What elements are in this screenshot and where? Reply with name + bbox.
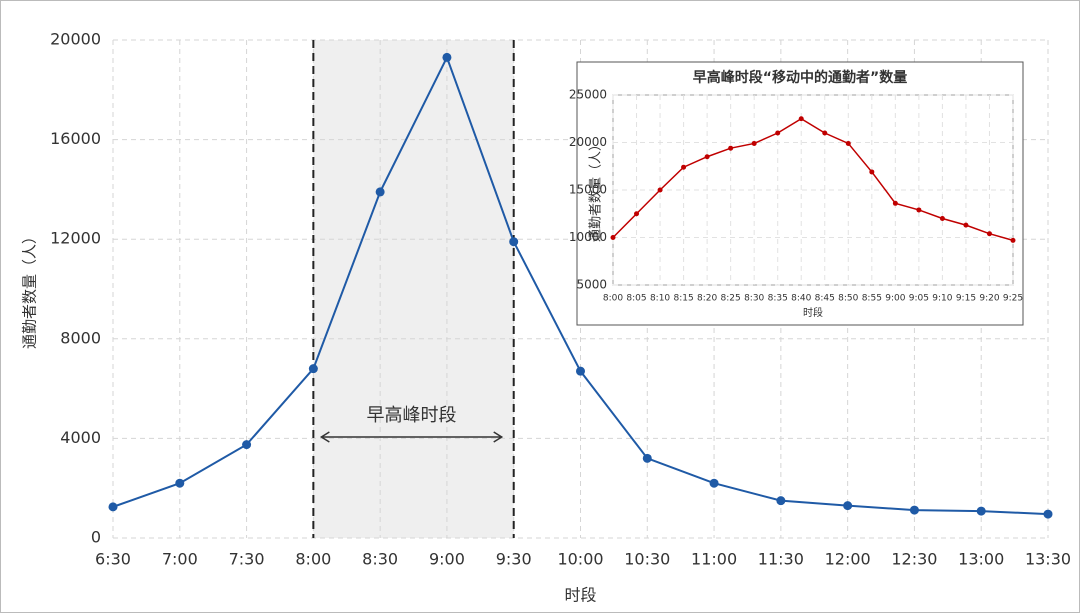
x-tick-label: 9:00 <box>429 550 465 569</box>
x-axis-label: 时段 <box>803 306 823 319</box>
annotation: 早高峰时段 <box>367 405 457 426</box>
data-point <box>916 207 922 213</box>
x-tick-label: 8:40 <box>791 294 811 304</box>
x-tick-label: 12:00 <box>825 550 871 569</box>
x-tick-label: 11:00 <box>691 550 737 569</box>
data-point <box>576 366 585 376</box>
data-point <box>704 154 710 160</box>
x-tick-label: 8:20 <box>697 294 717 304</box>
data-point <box>976 506 986 516</box>
data-point <box>175 478 185 488</box>
data-point <box>822 130 828 136</box>
x-tick-label: 8:45 <box>815 294 835 304</box>
x-tick-label: 9:30 <box>496 550 532 569</box>
y-tick-label: 20000 <box>569 135 607 149</box>
y-tick-label: 12000 <box>50 229 101 248</box>
data-point <box>892 200 898 206</box>
data-point <box>308 364 318 374</box>
data-point <box>657 187 663 193</box>
x-tick-label: 9:00 <box>885 294 905 304</box>
data-point <box>728 145 734 151</box>
y-tick-label: 16000 <box>50 129 101 148</box>
x-tick-label: 8:30 <box>744 294 764 304</box>
data-point <box>776 496 786 506</box>
x-tick-label: 8:25 <box>721 294 741 304</box>
inset-frame <box>576 61 1024 326</box>
x-tick-label: 8:15 <box>673 294 693 304</box>
x-tick-label: 9:10 <box>932 294 952 304</box>
y-axis-label: 通勤者数量（人） <box>589 138 604 242</box>
x-tick-label: 8:35 <box>768 294 788 304</box>
y-tick-label: 20000 <box>50 30 101 49</box>
data-point <box>642 453 652 463</box>
data-point <box>1043 509 1053 519</box>
x-tick-label: 12:30 <box>891 550 937 569</box>
x-tick-label: 7:30 <box>229 550 265 569</box>
y-tick-label: 15000 <box>569 183 607 197</box>
x-tick-label: 8:05 <box>626 294 646 304</box>
data-point <box>442 52 452 62</box>
data-point <box>634 211 640 217</box>
x-tick-label: 7:00 <box>162 550 198 569</box>
data-point <box>709 478 719 488</box>
y-tick-label: 8000 <box>60 328 101 347</box>
x-tick-label: 13:00 <box>958 550 1004 569</box>
data-point <box>963 222 969 228</box>
x-tick-label: 8:00 <box>603 294 623 304</box>
y-axis-label: 通勤者数量（人） <box>21 229 39 349</box>
x-tick-label: 8:30 <box>362 550 398 569</box>
x-tick-label: 8:50 <box>838 294 858 304</box>
data-point <box>375 187 385 197</box>
x-tick-label: 11:30 <box>758 550 804 569</box>
data-point <box>1010 237 1016 243</box>
data-point <box>869 169 875 175</box>
x-tick-label: 6:30 <box>95 550 131 569</box>
x-axis-label: 时段 <box>564 586 596 605</box>
data-line <box>612 117 1014 242</box>
data-point <box>681 164 687 170</box>
data-point <box>775 130 781 136</box>
data-point <box>751 140 757 146</box>
data-point <box>610 235 616 240</box>
y-tick-label: 4000 <box>60 428 101 447</box>
data-point <box>845 140 851 146</box>
data-point <box>509 237 519 247</box>
x-tick-label: 9:25 <box>1003 294 1023 304</box>
x-tick-label: 10:30 <box>624 550 670 569</box>
x-tick-label: 9:20 <box>979 294 999 304</box>
y-tick-label: 25000 <box>569 88 607 102</box>
arrow-head <box>493 431 504 443</box>
y-tick-label: 5000 <box>576 278 607 292</box>
data-point <box>242 440 252 450</box>
x-tick-label: 9:05 <box>909 294 929 304</box>
y-tick-label: 0 <box>91 528 101 547</box>
chart-title: 早高峰时段“移动中的通勤者”数量 <box>693 69 907 86</box>
data-point <box>939 216 945 221</box>
x-tick-label: 8:00 <box>295 550 331 569</box>
data-point <box>108 502 118 512</box>
data-point <box>986 231 992 237</box>
x-tick-label: 10:00 <box>557 550 603 569</box>
x-tick-label: 9:15 <box>956 294 976 304</box>
data-point <box>909 505 919 515</box>
arrow-head <box>319 431 330 443</box>
x-tick-label: 8:55 <box>862 294 882 304</box>
data-point <box>843 501 853 511</box>
x-tick-label: 13:30 <box>1025 550 1071 569</box>
y-tick-label: 10000 <box>569 230 607 244</box>
x-tick-label: 8:10 <box>650 294 670 304</box>
data-point <box>798 116 804 122</box>
